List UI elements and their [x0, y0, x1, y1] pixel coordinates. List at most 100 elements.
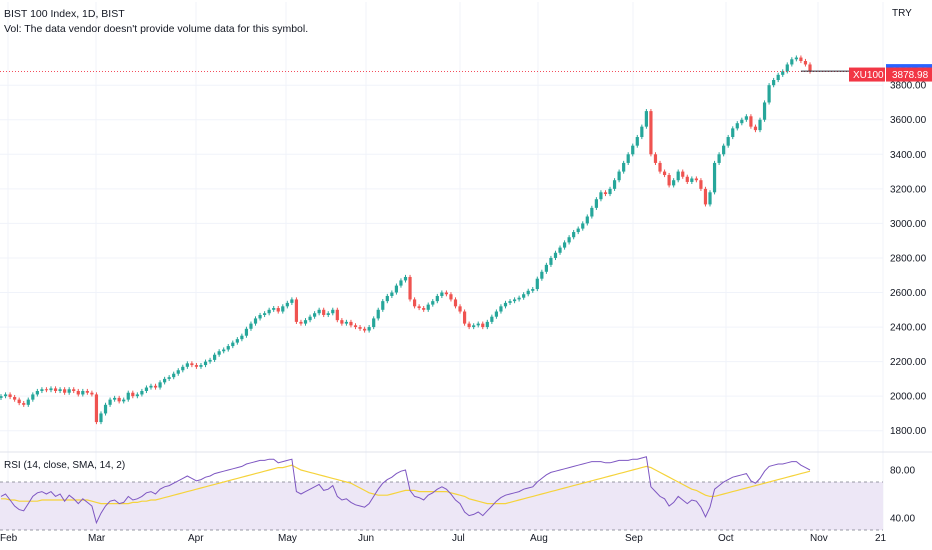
candle-body: [303, 320, 308, 324]
price-tick-label: 3400.00: [890, 150, 927, 161]
candle-body: [467, 323, 471, 328]
time-tick-label: Oct: [718, 533, 734, 544]
time-tick-label: Mar: [88, 533, 106, 544]
candle-body: [431, 301, 435, 305]
candle-body: [163, 378, 167, 383]
candle-body: [308, 316, 312, 321]
candle-body: [481, 323, 485, 328]
price-tags: 3881.53XU1003878.98: [849, 64, 932, 82]
candle-body: [803, 61, 808, 65]
candle-body: [235, 339, 239, 343]
candle-body: [13, 397, 17, 400]
candle-body: [444, 292, 449, 295]
candle-body: [226, 346, 230, 350]
last-price-tag-bg: [886, 67, 932, 82]
candle-body: [494, 311, 498, 317]
candle-body: [67, 389, 71, 393]
price-tick-label: 2200.00: [890, 357, 927, 368]
candle-body: [344, 321, 349, 324]
candle-body: [331, 309, 335, 314]
price-tick-label: 2800.00: [890, 253, 927, 264]
candle-body: [458, 306, 462, 312]
candle-body: [3, 394, 8, 397]
rsi-sma-line: [1, 464, 811, 505]
candle-body: [599, 192, 603, 200]
candle-body: [799, 57, 803, 62]
candle-body: [135, 394, 139, 397]
candle-body: [476, 323, 480, 326]
candle-body: [449, 294, 453, 300]
candle-body: [426, 304, 430, 310]
candle-body: [240, 335, 244, 340]
candle-body: [153, 385, 158, 388]
candle-body: [313, 313, 317, 317]
candle-body: [762, 102, 767, 120]
candle-body: [281, 306, 285, 312]
candle-body: [699, 180, 703, 189]
candle-body: [144, 387, 149, 391]
candle-body: [408, 276, 412, 300]
candle-body: [735, 123, 739, 129]
candle-body: [522, 294, 526, 298]
candle-body: [176, 370, 180, 374]
candle-body: [453, 299, 458, 307]
candle-body: [694, 178, 698, 181]
candle-body: [72, 389, 76, 391]
time-tick-label: Jun: [358, 533, 374, 544]
candle-body: [667, 175, 671, 186]
rsi-line: [0, 456, 811, 525]
candle-body: [544, 264, 548, 272]
candle-body: [581, 223, 585, 229]
rsi-band: [0, 482, 883, 530]
candle-body: [672, 180, 676, 186]
candle-body: [385, 295, 389, 302]
price-candles: [0, 55, 812, 425]
candle-body: [49, 388, 53, 391]
candle-body: [217, 351, 221, 355]
chart-title: BIST 100 Index, 1D, BIST: [4, 8, 125, 20]
candle-body: [358, 327, 362, 329]
time-tick-label: Sep: [625, 533, 643, 544]
time-axis: Feb Mar Apr May Jun Jul Aug Sep Oct Nov 21: [0, 533, 887, 544]
grid-lines: [0, 2, 884, 530]
candle-body: [749, 116, 753, 127]
candle-body: [94, 394, 99, 423]
candle-body: [772, 80, 776, 86]
candle-body: [81, 390, 85, 395]
candle-body: [381, 301, 385, 310]
candle-body: [372, 318, 376, 328]
candle-body: [131, 392, 135, 397]
candle-body: [808, 64, 812, 72]
candle-body: [490, 316, 494, 322]
candle-body: [149, 385, 153, 388]
candle-body: [572, 232, 576, 238]
candle-body: [503, 302, 508, 307]
candle-body: [158, 382, 162, 388]
candle-body: [540, 271, 544, 279]
candle-body: [40, 389, 44, 391]
candle-body: [612, 180, 617, 189]
candle-body: [249, 323, 253, 329]
candle-body: [22, 403, 26, 405]
candle-body: [222, 349, 226, 352]
candle-body: [731, 128, 735, 138]
candle-body: [590, 207, 594, 217]
candle-body: [412, 299, 417, 307]
candle-body: [140, 390, 144, 395]
candle-body: [626, 154, 630, 163]
candle-body: [485, 321, 489, 328]
candle-body: [258, 314, 262, 319]
candle-body: [203, 361, 208, 366]
rsi-tick-label: 40.00: [890, 514, 915, 525]
candle-body: [299, 321, 303, 324]
candle-body: [390, 292, 394, 296]
candle-body: [690, 178, 694, 182]
candle-body: [676, 171, 680, 181]
candle-body: [753, 126, 758, 131]
candle-body: [562, 242, 567, 248]
candle-body: [276, 308, 280, 312]
candle-body: [17, 399, 21, 404]
candle-body: [290, 299, 294, 303]
candle-body: [594, 199, 598, 208]
